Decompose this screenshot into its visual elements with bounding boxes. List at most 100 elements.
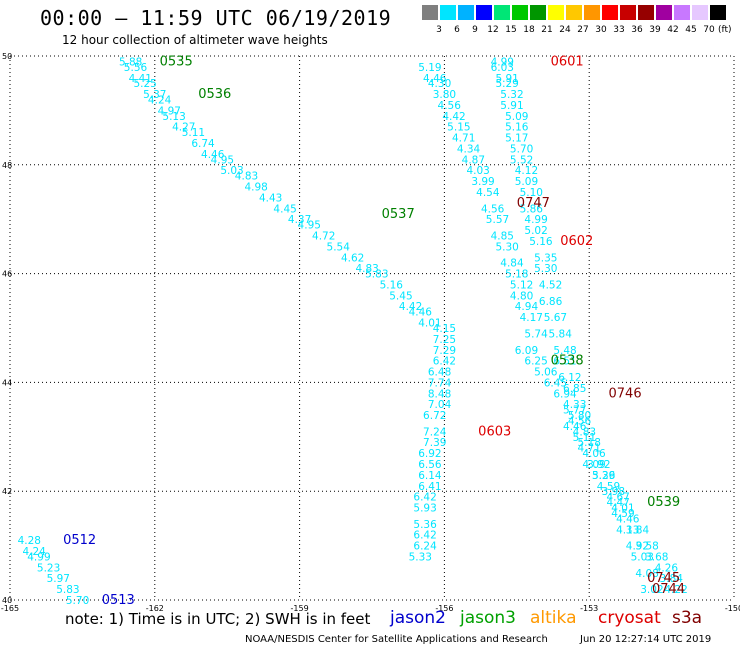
data-point-label: 4.37	[288, 214, 311, 226]
satellite-s3a: s3a	[672, 608, 703, 628]
legend-label: 15	[505, 25, 517, 35]
data-point-label: 5.52	[510, 154, 533, 166]
pass-time-label: 0536	[198, 87, 231, 102]
data-point-label: 4.95	[211, 154, 234, 166]
data-point-label: 5.16	[529, 236, 553, 248]
data-point-label: 4.92	[626, 541, 649, 553]
satellite-altika: altika	[530, 608, 577, 628]
data-point-label: 6.86	[539, 296, 563, 308]
legend-label: 27	[577, 25, 589, 35]
pass-time-label: 0603	[478, 424, 511, 439]
pass-time-label: 0535	[160, 54, 193, 69]
data-point-label: 5.13	[162, 111, 185, 123]
data-point-label: 4.26	[655, 562, 679, 574]
data-point-label: 7.74	[428, 377, 452, 389]
data-point-label: 5.33	[409, 551, 432, 563]
data-point-label: 4.62	[341, 252, 364, 264]
data-point-label: 4.01	[418, 318, 441, 330]
legend-swatch	[674, 5, 690, 20]
legend-label: 9	[472, 25, 478, 35]
data-point-label: 5.32	[500, 89, 523, 101]
data-point-label: 4.45	[273, 203, 296, 215]
data-point-label: 8.48	[428, 388, 451, 400]
data-point-label: 4.46	[423, 73, 447, 85]
data-point-label: 4.46	[563, 421, 587, 433]
data-point-label: 5.88	[119, 56, 142, 68]
credit-text: NOAA/NESDIS Center for Satellite Applica…	[245, 634, 548, 645]
data-point-label: 6.42	[413, 530, 436, 542]
y-tick-label: 46	[2, 270, 12, 279]
data-point-label: 5.30	[495, 241, 518, 253]
data-point-label: 5.11	[573, 432, 596, 444]
data-point-label: 3.02	[640, 584, 663, 596]
data-point-label: 3.58	[635, 541, 658, 553]
satellite-cryosat: cryosat	[598, 608, 661, 628]
data-point-label: 5.09	[505, 111, 528, 123]
data-point-label: 5.36	[413, 519, 437, 531]
data-point-label: 4.83	[235, 171, 258, 183]
y-tick-label: 44	[2, 378, 12, 387]
data-point-label: 4.71	[452, 133, 475, 145]
legend-swatch	[656, 5, 672, 20]
data-point-label: 5.18	[578, 437, 601, 449]
data-point-label: 5.19	[418, 62, 441, 74]
data-point-label: 5.77	[563, 405, 586, 417]
legend-label: 33	[613, 25, 625, 35]
data-point-label: 4.43	[259, 192, 282, 204]
data-point-label: 5.10	[520, 187, 543, 199]
data-point-label: 6.94	[553, 388, 577, 400]
legend-label: 42	[667, 25, 679, 35]
data-point-label: 5.02	[524, 225, 547, 237]
pass-time-label: 0538	[551, 354, 584, 369]
pass-time-label: 0539	[647, 495, 680, 510]
data-point-label: 4.56	[568, 415, 592, 427]
data-point-label: 5.54	[327, 241, 351, 253]
data-point-label: 4.01	[611, 503, 634, 515]
data-point-label: 4.87	[462, 154, 485, 166]
data-point-label: 4.56	[438, 100, 462, 112]
data-point-label: 5.29	[495, 78, 518, 90]
legend-swatch	[476, 5, 492, 20]
legend-label: 12	[487, 25, 499, 35]
data-point-label: 6.42	[433, 356, 456, 368]
data-point-label: 4.80	[510, 290, 533, 302]
data-point-label: 5.57	[486, 214, 509, 226]
legend-swatch	[692, 5, 708, 20]
data-point-label: 4.41	[129, 73, 152, 85]
data-point-label: 5.80	[568, 410, 591, 422]
y-tick-label: 40	[2, 596, 12, 605]
data-point-label: 5.37	[143, 89, 166, 101]
data-point-label: 4.13	[616, 524, 639, 536]
data-point-label: 4.22	[664, 584, 687, 596]
data-point-label: 4.59	[611, 508, 634, 520]
pass-time-label: 0745	[647, 571, 680, 586]
data-point-label: 4.83	[573, 426, 596, 438]
legend-label: 39	[649, 25, 661, 35]
data-point-label: 4.99	[524, 214, 547, 226]
data-point-label: 4.24	[22, 546, 46, 558]
data-point-label: 5.97	[47, 573, 70, 585]
data-point-label: 5.25	[133, 78, 156, 90]
pass-time-label: 0747	[517, 196, 550, 211]
data-point-label: 5.45	[389, 290, 412, 302]
legend-label: 24	[559, 25, 571, 35]
data-point-label: 4.54	[476, 187, 500, 199]
data-point-label: 4.95	[298, 220, 321, 232]
data-point-label: 3.84	[660, 573, 684, 585]
data-point-label: 4.03	[466, 165, 489, 177]
data-point-label: 5.91	[500, 100, 523, 112]
data-point-label: 4.71	[578, 443, 601, 455]
legend-swatch	[620, 5, 636, 20]
data-point-label: 5.86	[520, 203, 544, 215]
data-point-label: 7.24	[423, 426, 447, 438]
data-point-label: 4.97	[158, 105, 181, 117]
data-point-label: 5.16	[505, 122, 529, 134]
chart-title: 00:00 – 11:59 UTC 06/19/2019	[40, 6, 392, 30]
legend-swatch	[710, 5, 726, 20]
data-point-label: 5.03	[220, 165, 243, 177]
data-point-label: 5.18	[505, 269, 528, 281]
data-point-label: 5.83	[56, 584, 79, 596]
data-point-label: 5.84	[549, 328, 573, 340]
data-point-label: 6.25	[524, 356, 547, 368]
